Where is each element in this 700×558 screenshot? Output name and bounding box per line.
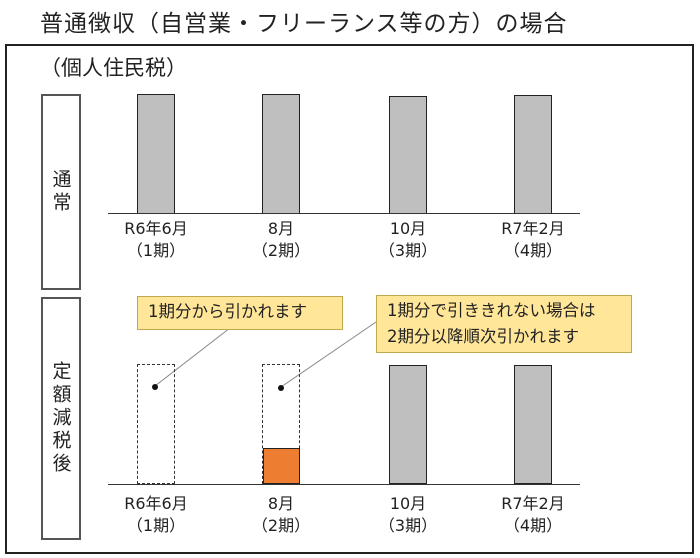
tick-term: （3期） xyxy=(378,241,438,260)
callout-second-period: 1期分で引ききれない場合は 2期分以降順次引かれます xyxy=(376,295,632,353)
tick-term: （1期） xyxy=(126,516,186,535)
bar-reduction-period-1-dashed xyxy=(137,364,175,484)
page-subtitle: （個人住民税） xyxy=(40,56,187,80)
axis-reduction xyxy=(108,484,580,485)
tick-month: 8月 xyxy=(267,494,295,513)
leader-line-second xyxy=(280,321,377,388)
tick-term: （2期） xyxy=(251,241,311,260)
tick-normal-period-1: R6年6月 （1期） xyxy=(101,218,211,262)
tick-month: 10月 xyxy=(389,494,427,513)
tick-month: R6年6月 xyxy=(124,219,188,238)
axis-normal xyxy=(108,213,580,214)
bar-reduction-period-4 xyxy=(514,365,552,484)
tick-reduction-period-2: 8月 （2期） xyxy=(226,493,336,537)
tick-reduction-period-4: R7年2月 （4期） xyxy=(478,493,588,537)
bar-normal-period-3 xyxy=(389,96,427,214)
tick-reduction-period-1: R6年6月 （1期） xyxy=(101,493,211,537)
bar-reduction-period-3 xyxy=(389,365,427,484)
tick-month: R7年2月 xyxy=(501,494,565,513)
tick-term: （2期） xyxy=(251,516,311,535)
anchor-dot-period-1 xyxy=(152,384,158,390)
tick-month: 10月 xyxy=(389,219,427,238)
tick-month: 8月 xyxy=(267,219,295,238)
tick-month: R7年2月 xyxy=(501,219,565,238)
tick-month: R6年6月 xyxy=(124,494,188,513)
tick-term: （1期） xyxy=(126,241,186,260)
section-label-reduction: 定額減税後 xyxy=(49,361,72,476)
tick-normal-period-4: R7年2月 （4期） xyxy=(478,218,588,262)
callout-second-line-2: 2期分以降順次引かれます xyxy=(387,327,579,346)
content-frame xyxy=(5,44,694,554)
callout-first-period: 1期分から引かれます xyxy=(137,296,343,330)
tick-term: （4期） xyxy=(503,241,563,260)
tick-normal-period-2: 8月 （2期） xyxy=(226,218,336,262)
bar-normal-period-1 xyxy=(137,94,175,214)
leader-line-first xyxy=(154,327,231,387)
section-label-normal-box: 通常 xyxy=(41,94,81,290)
callout-second-line-1: 1期分で引ききれない場合は xyxy=(387,301,596,320)
page-title: 普通徴収（自営業・フリーランス等の方）の場合 xyxy=(40,11,568,37)
section-label-normal: 通常 xyxy=(49,169,72,215)
bar-normal-period-4 xyxy=(514,95,552,214)
anchor-dot-period-2 xyxy=(278,385,284,391)
bar-normal-period-2 xyxy=(262,94,300,214)
tick-term: （3期） xyxy=(378,516,438,535)
bar-reduction-period-2-remaining xyxy=(263,448,300,484)
tick-normal-period-3: 10月 （3期） xyxy=(353,218,463,262)
tick-term: （4期） xyxy=(503,516,563,535)
tick-reduction-period-3: 10月 （3期） xyxy=(353,493,463,537)
callout-first-text: 1期分から引かれます xyxy=(148,302,307,321)
section-label-reduction-box: 定額減税後 xyxy=(41,297,81,540)
